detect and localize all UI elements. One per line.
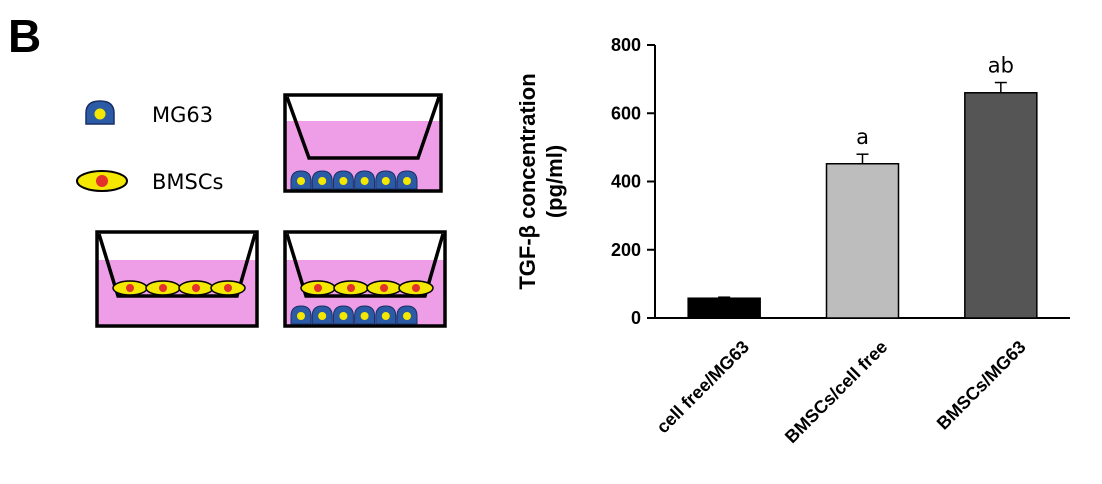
significance-label: a <box>856 125 869 149</box>
mg63-cell <box>396 305 418 325</box>
mg63-cell-icon <box>85 100 115 125</box>
bar-chart: TGF-β concentration (pg/ml) 0 200 400 600 80… <box>515 35 1070 447</box>
legend: MG63 BMSCs <box>76 100 223 194</box>
legend-label-mg63: MG63 <box>152 103 213 127</box>
bmsc-cell <box>333 280 369 296</box>
mg63-cell <box>311 305 333 325</box>
y-tick-label: 400 <box>611 172 641 192</box>
well-mg63-monoculture <box>283 93 443 193</box>
bmsc-cell-icon <box>76 170 128 192</box>
y-axis-title: TGF-β concentration <box>515 73 540 289</box>
bmsc-cell <box>398 280 434 296</box>
bmsc-cell <box>145 280 181 296</box>
bar-2 <box>825 163 900 319</box>
mg63-cell <box>290 305 312 325</box>
y-axis-unit: (pg/ml) <box>542 145 567 218</box>
mg63-cell <box>290 170 312 190</box>
mg63-cell <box>354 170 376 190</box>
x-category-label: BMSCs/cell free <box>781 337 891 447</box>
culture-schematics <box>95 93 447 328</box>
bmsc-cell <box>112 280 148 296</box>
y-tick-label: 600 <box>611 103 641 123</box>
legend-label-bmscs: BMSCs <box>152 170 223 194</box>
mg63-cell <box>375 305 397 325</box>
y-tick-label: 0 <box>631 308 641 328</box>
bar-1 <box>687 297 761 319</box>
mg63-cell <box>311 170 333 190</box>
well-coculture <box>283 230 447 328</box>
mg63-cell <box>396 170 418 190</box>
mg63-cell <box>332 305 354 325</box>
x-category-label: cell free/MG63 <box>653 337 753 437</box>
bmsc-cell <box>300 280 336 296</box>
panel-label: B <box>8 10 41 62</box>
mg63-cell <box>375 170 397 190</box>
significance-label: ab <box>988 54 1014 78</box>
bmsc-cell <box>210 280 246 296</box>
bmsc-cell <box>178 280 214 296</box>
mg63-cell <box>354 305 376 325</box>
bmsc-cell <box>366 280 402 296</box>
bar-3 <box>964 92 1038 319</box>
x-category-label: BMSCs/MG63 <box>933 337 1030 434</box>
y-tick-label: 800 <box>611 35 641 55</box>
well-bmsc-monoculture <box>95 230 259 328</box>
mg63-cell <box>332 170 354 190</box>
y-tick-label: 200 <box>611 240 641 260</box>
